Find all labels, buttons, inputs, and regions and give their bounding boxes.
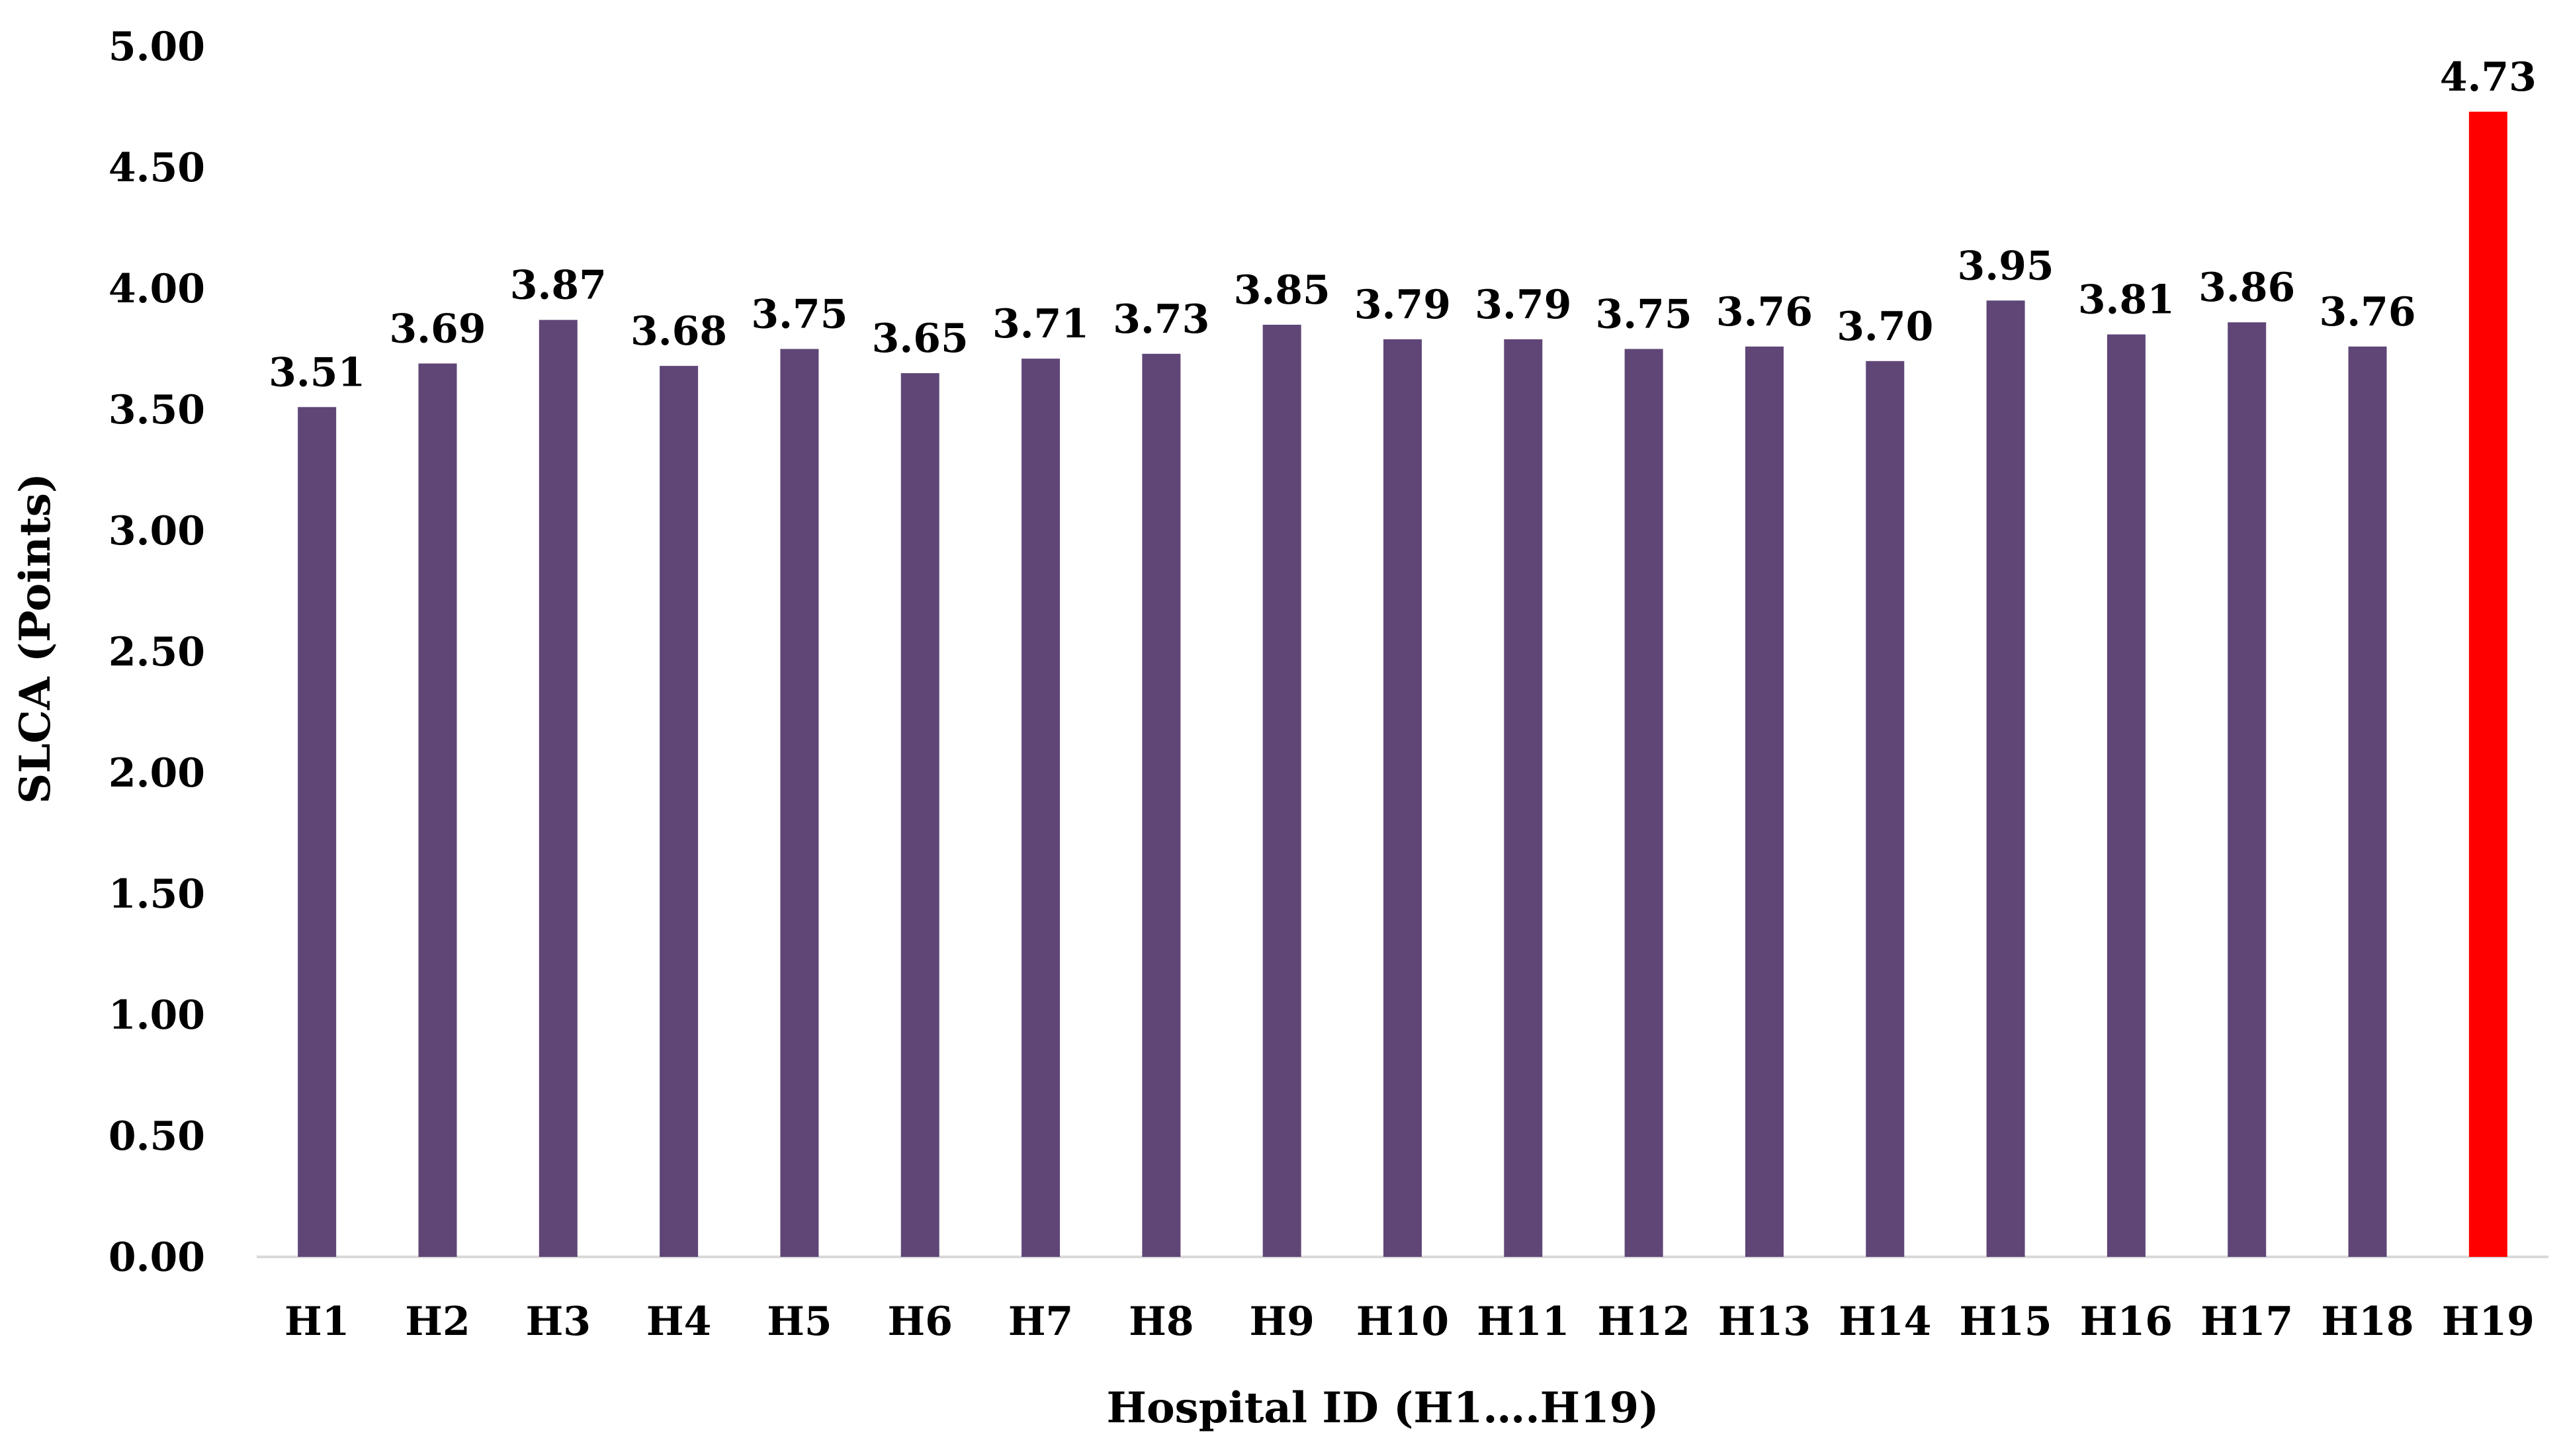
y-tick-label: 0.00 (109, 1234, 205, 1281)
value-label-h5: 3.75 (751, 292, 848, 338)
y-tick-label: 0.50 (109, 1113, 205, 1160)
y-tick-label: 3.00 (109, 508, 205, 554)
value-label-h12: 3.75 (1596, 292, 1692, 338)
x-tick-label-h11: H11 (1477, 1299, 1569, 1345)
value-label-h18: 3.76 (2319, 289, 2415, 335)
y-tick-label: 1.50 (109, 871, 205, 918)
bar-h17 (2228, 322, 2267, 1257)
value-label-h7: 3.71 (992, 301, 1089, 347)
y-axis-ticks: 0.00 0.50 1.00 1.50 2.00 2.50 3.00 3.50 4.00 4.50… (109, 24, 205, 1281)
x-tick-label-h5: H5 (767, 1299, 832, 1345)
value-labels: 3.51 3.69 3.87 3.68 3.75 3.65 3.71 3.73 3.85 3.79… (269, 54, 2537, 396)
value-label-h17: 3.86 (2198, 265, 2295, 311)
bar-h6 (900, 373, 939, 1257)
x-tick-label-h18: H18 (2321, 1299, 2413, 1345)
bar-h5 (780, 349, 819, 1257)
value-label-h16: 3.81 (2078, 277, 2175, 323)
value-label-h19: 4.73 (2440, 54, 2537, 101)
x-tick-label-h13: H13 (1718, 1299, 1811, 1345)
x-axis-title: Hospital ID (H1….H19) (1107, 1383, 1659, 1433)
value-label-h15: 3.95 (1958, 243, 2054, 289)
bar-h9 (1262, 324, 1301, 1257)
bar-h4 (660, 366, 699, 1257)
x-tick-label-h4: H4 (646, 1299, 711, 1345)
bar-h19 (2468, 111, 2507, 1257)
y-tick-label: 4.00 (109, 266, 205, 312)
bar-h14 (1866, 361, 1905, 1257)
y-tick-label: 1.00 (109, 992, 205, 1039)
y-tick-label: 4.50 (109, 145, 205, 191)
bar-h13 (1745, 346, 1784, 1257)
value-label-h14: 3.70 (1837, 304, 1933, 350)
x-tick-label-h15: H15 (1959, 1299, 2052, 1345)
bar-h16 (2107, 334, 2146, 1257)
y-tick-label: 3.50 (109, 387, 205, 433)
x-tick-label-h10: H10 (1356, 1299, 1449, 1345)
y-tick-label: 2.00 (109, 750, 205, 796)
y-tick-label: 2.50 (109, 629, 205, 675)
bar-h8 (1142, 353, 1181, 1257)
value-label-h1: 3.51 (269, 349, 365, 396)
value-label-h8: 3.73 (1113, 296, 1209, 343)
x-tick-label-h9: H9 (1249, 1299, 1314, 1345)
value-label-h3: 3.87 (510, 263, 607, 309)
x-tick-label-h1: H1 (284, 1299, 349, 1345)
y-tick-label: 5.00 (109, 24, 205, 70)
bar-h3 (539, 320, 578, 1258)
bar-h10 (1383, 339, 1422, 1257)
bar-h1 (298, 407, 337, 1257)
x-tick-label-h19: H19 (2442, 1299, 2535, 1345)
bar-h11 (1504, 339, 1543, 1257)
x-tick-label-h16: H16 (2080, 1299, 2173, 1345)
bar-h18 (2348, 346, 2387, 1257)
bar-h7 (1022, 359, 1061, 1257)
x-tick-label-h12: H12 (1598, 1299, 1690, 1345)
value-label-h9: 3.85 (1234, 267, 1330, 314)
x-tick-label-h17: H17 (2200, 1299, 2293, 1345)
y-axis-title: SLCA (Points) (11, 473, 60, 804)
value-label-h4: 3.68 (630, 308, 727, 355)
value-label-h6: 3.65 (872, 316, 969, 362)
value-label-h2: 3.69 (389, 306, 486, 352)
x-tick-label-h3: H3 (526, 1299, 591, 1345)
value-label-h13: 3.76 (1716, 289, 1813, 335)
x-tick-label-h6: H6 (888, 1299, 953, 1345)
x-tick-label-h14: H14 (1839, 1299, 1931, 1345)
bar-h12 (1624, 349, 1663, 1257)
bars (298, 111, 2507, 1258)
x-tick-label-h7: H7 (1008, 1299, 1073, 1345)
bar-h15 (1986, 300, 2025, 1257)
x-tick-label-h8: H8 (1129, 1299, 1194, 1345)
value-label-h10: 3.79 (1354, 282, 1451, 328)
value-label-h11: 3.79 (1475, 282, 1571, 328)
bar-h2 (418, 363, 457, 1258)
x-tick-label-h2: H2 (405, 1299, 470, 1345)
x-axis-ticks: H1 H2 H3 H4 H5 H6 H7 H8 H9 H10 H11 H12 H13 H14 H15 H16 H… (284, 1299, 2535, 1345)
